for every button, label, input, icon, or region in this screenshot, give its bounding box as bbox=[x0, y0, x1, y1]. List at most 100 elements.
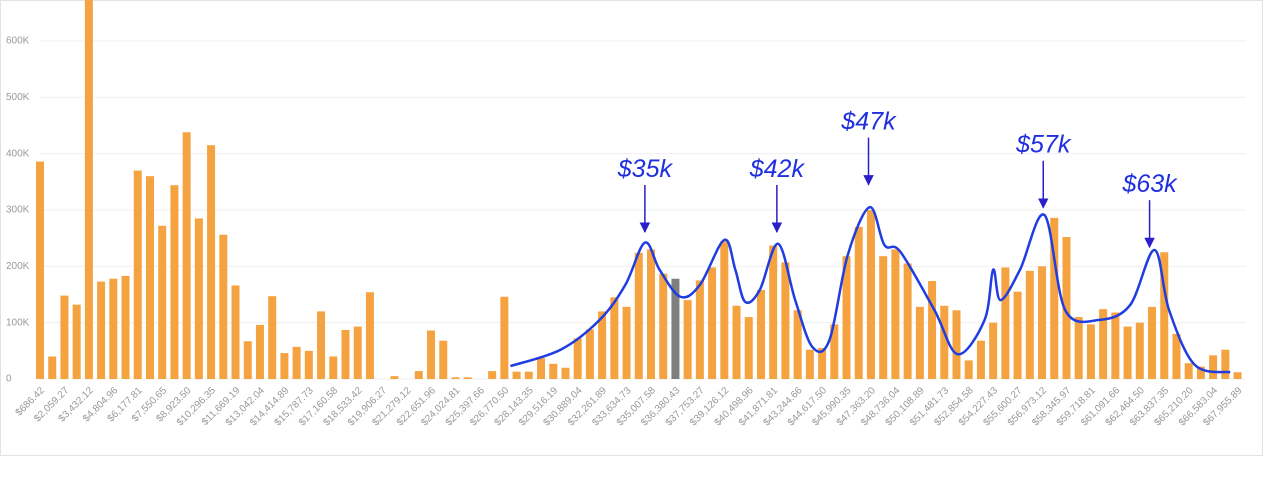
bar bbox=[647, 249, 655, 379]
bar bbox=[207, 145, 216, 379]
bar bbox=[170, 185, 179, 379]
bar bbox=[769, 245, 778, 379]
bar bbox=[72, 304, 81, 379]
bar bbox=[268, 296, 277, 379]
bar bbox=[1196, 366, 1205, 379]
annotation-label: $47k bbox=[840, 108, 897, 136]
bar bbox=[720, 240, 729, 379]
bar bbox=[292, 346, 301, 379]
frame bbox=[0, 0, 1263, 456]
bar bbox=[194, 218, 203, 379]
y-tick-label: 0 bbox=[6, 374, 12, 385]
bar bbox=[561, 367, 570, 379]
y-tick-label: 400K bbox=[6, 148, 30, 159]
bar bbox=[549, 363, 558, 379]
y-tick-label: 600K bbox=[6, 36, 30, 47]
bar bbox=[1148, 306, 1157, 379]
bar bbox=[1123, 326, 1132, 379]
bar bbox=[1038, 266, 1047, 379]
bar bbox=[304, 350, 313, 379]
bar bbox=[500, 296, 509, 379]
bar bbox=[622, 306, 631, 379]
annotation-label: $63k bbox=[1121, 170, 1178, 198]
bar bbox=[537, 358, 546, 379]
bar bbox=[427, 330, 436, 379]
bar bbox=[940, 305, 949, 379]
bar bbox=[634, 252, 643, 379]
bar bbox=[60, 295, 69, 379]
annotation-label: $57k bbox=[1015, 131, 1072, 159]
bars bbox=[36, 0, 1242, 380]
bar bbox=[903, 263, 912, 379]
bar bbox=[109, 278, 118, 379]
bar bbox=[1001, 267, 1010, 379]
bar bbox=[365, 292, 374, 379]
bar bbox=[451, 377, 460, 379]
bar bbox=[145, 176, 154, 379]
bar bbox=[683, 300, 692, 379]
bar bbox=[964, 360, 973, 379]
bar bbox=[585, 329, 594, 379]
bar bbox=[353, 326, 362, 379]
bar bbox=[1025, 270, 1034, 379]
bar bbox=[243, 341, 252, 379]
bar bbox=[341, 329, 350, 379]
bar bbox=[158, 225, 167, 379]
bar bbox=[1184, 363, 1193, 379]
bar bbox=[1172, 333, 1181, 379]
bar bbox=[598, 311, 607, 379]
y-tick-label: 200K bbox=[6, 261, 30, 272]
overlay: $35k $42k $47k $57k $63k bbox=[510, 108, 1231, 374]
bar bbox=[1111, 312, 1120, 379]
bar bbox=[390, 376, 399, 379]
bar bbox=[818, 348, 827, 379]
bar bbox=[976, 340, 985, 379]
bar bbox=[781, 262, 790, 379]
bar bbox=[1050, 217, 1059, 379]
bar bbox=[854, 226, 863, 379]
bar bbox=[915, 306, 924, 379]
bar bbox=[512, 371, 521, 379]
bar bbox=[219, 234, 228, 379]
y-tick-label: 100K bbox=[6, 317, 30, 328]
bar bbox=[255, 324, 264, 379]
bar bbox=[317, 311, 326, 379]
bar bbox=[231, 285, 240, 379]
bar bbox=[97, 281, 106, 379]
bar bbox=[439, 340, 448, 379]
bar bbox=[610, 297, 619, 379]
bar bbox=[793, 310, 802, 379]
bar bbox=[524, 371, 533, 379]
bar bbox=[695, 280, 704, 379]
bar bbox=[744, 317, 753, 379]
annotation-label: $42k bbox=[749, 155, 806, 183]
bar bbox=[1221, 349, 1230, 379]
bar bbox=[732, 305, 741, 379]
bar bbox=[1209, 355, 1218, 379]
bar bbox=[36, 161, 44, 379]
bar bbox=[1099, 309, 1108, 379]
bar bbox=[280, 353, 289, 379]
bar bbox=[488, 371, 497, 379]
bar bbox=[708, 267, 717, 379]
bar bbox=[1074, 317, 1083, 379]
bar bbox=[671, 278, 680, 379]
bar bbox=[805, 349, 814, 379]
bar bbox=[133, 170, 142, 379]
bar bbox=[121, 275, 130, 379]
bar bbox=[866, 209, 875, 379]
bar bbox=[463, 377, 472, 379]
bar bbox=[756, 289, 765, 379]
bar bbox=[659, 273, 668, 379]
bar bbox=[1086, 324, 1095, 379]
bar bbox=[1062, 237, 1071, 379]
bar bbox=[1233, 372, 1242, 379]
bar bbox=[414, 371, 423, 379]
bar bbox=[830, 324, 839, 379]
bar bbox=[879, 256, 888, 379]
bar bbox=[48, 356, 57, 379]
bar bbox=[1013, 291, 1022, 379]
bar bbox=[952, 310, 961, 379]
